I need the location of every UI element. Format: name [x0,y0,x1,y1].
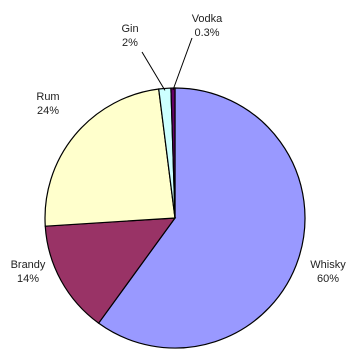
slice-label-name-whisky: Whisky [310,259,346,271]
pie-slice-brandy [44,217,177,325]
slice-label-value-whisky: 60% [317,273,339,285]
slice-label-name-gin: Gin [121,23,138,35]
pie-slices [44,87,306,349]
slice-label-name-vodka: Vodka [192,13,223,25]
leader-line-vodka [172,37,193,91]
leader-lines [141,37,193,91]
pie-slice-vodka [170,87,176,219]
slice-label-value-vodka: 0.3% [194,27,219,39]
slice-label-value-brandy: 14% [17,273,39,285]
slice-label-value-rum: 24% [37,105,59,117]
slice-label-value-gin: 2% [122,37,138,49]
slice-label-name-rum: Rum [36,91,59,103]
pie-slice-rum [44,88,176,227]
slice-labels: Whisky 60% Brandy 14% Rum 24% Gin 2% Vodka 0.3% [11,13,347,285]
slice-label-name-brandy: Brandy [11,259,46,271]
leader-line-gin [141,51,166,91]
pie-slice-whisky [97,87,306,349]
